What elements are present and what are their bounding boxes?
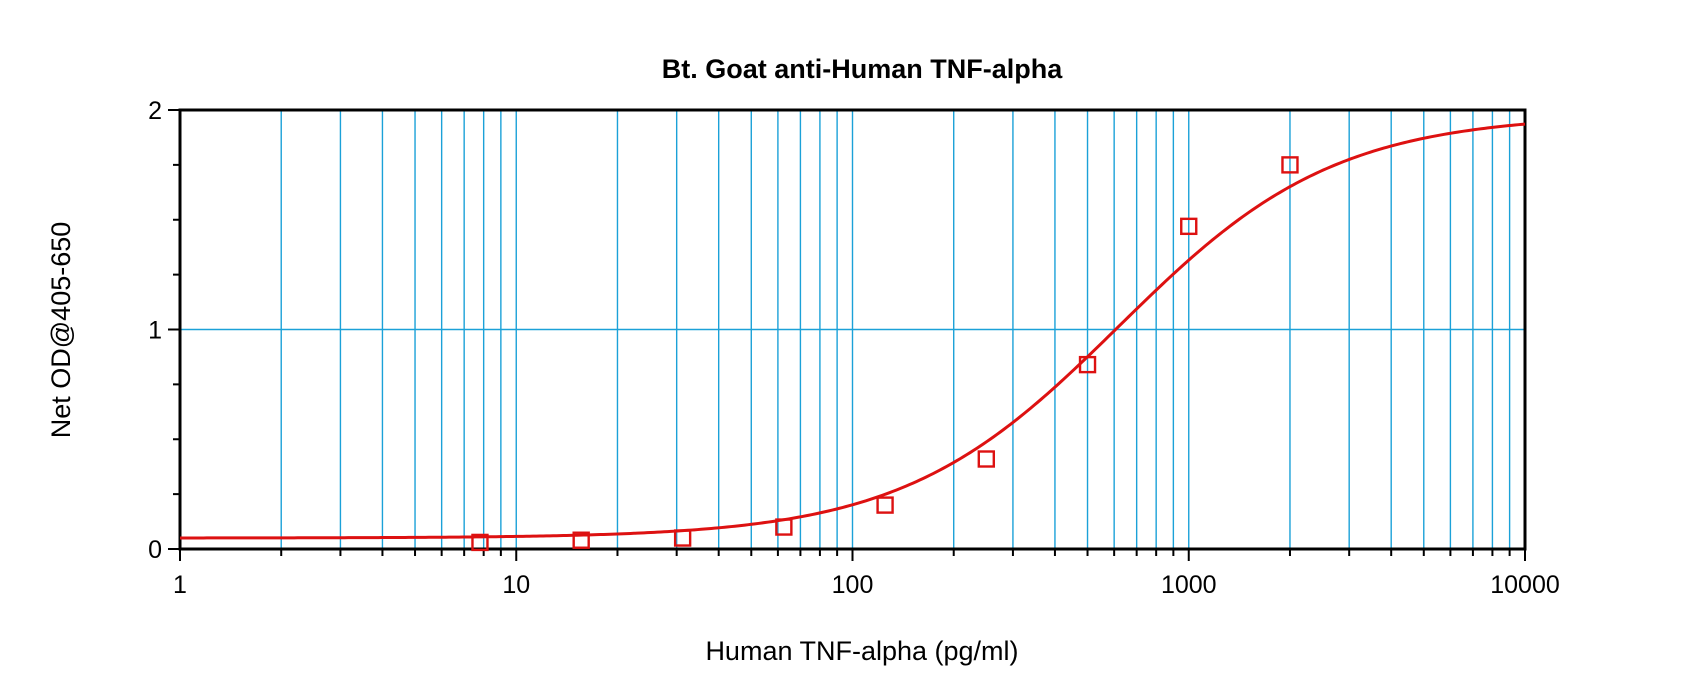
data-point [775,518,793,536]
x-tick-label: 1 [173,571,187,599]
data-point [572,531,590,549]
data-point [471,533,489,552]
x-tick-label: 100 [832,571,874,599]
y-axis-label: Net OD@405-650 [46,222,76,439]
data-point [1180,217,1198,236]
point-layer [471,156,1299,552]
fit-curve [180,122,1526,540]
x-tick-label: 10 [502,571,530,599]
data-point [977,450,996,468]
data-point [1078,355,1097,374]
chart-title: Bt. Goat anti-Human TNF-alpha [662,54,1063,84]
x-tick-label: 1000 [1161,571,1217,599]
x-tick-label: 10000 [1490,571,1560,599]
data-point [1281,156,1299,174]
y-tick-label: 2 [148,97,162,125]
y-tick-label: 1 [148,317,162,345]
y-tick-label: 0 [148,536,162,564]
data-point [673,529,692,547]
data-point [876,496,894,514]
grid-layer [180,110,1525,549]
x-axis-label: Human TNF-alpha (pg/ml) [705,636,1018,666]
tick-layer [168,109,1526,561]
